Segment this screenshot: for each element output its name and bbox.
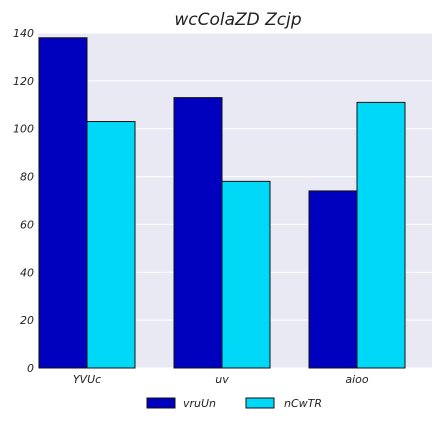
y-tick-label: 100 [13,123,34,136]
x-tick-label: aioo [345,373,369,386]
y-tick-label: 40 [20,266,34,279]
legend: vruUn nCwTR [146,397,322,410]
bar-nCwTR-uv [221,180,271,369]
bar-vruUn-YVUc [38,37,88,369]
bars [38,37,406,369]
chart-title: wcColaZD Zcjp [174,10,302,30]
bar-vruUn-uv [173,97,223,369]
x-tick-label: YVUc [73,373,101,386]
y-tick-label: 80 [20,171,34,184]
y-tick-label: 120 [13,75,34,88]
bar-nCwTR-YVUc [86,121,136,369]
y-tick-label: 0 [27,362,34,375]
bar-vruUn-aioo [308,190,358,369]
y-tick-label: 60 [20,218,34,231]
x-tick-label: uv [215,373,229,386]
y-axis-ticks: 0 20 40 60 80 100 120 140 [13,27,34,375]
bar-nCwTR-aioo [356,101,406,369]
legend-swatch-nCwTR [245,397,275,409]
y-tick-label: 140 [13,27,34,40]
legend-label: nCwTR [284,397,322,410]
legend-label: vruUn [183,397,216,410]
y-tick-label: 20 [20,314,34,327]
x-axis-ticks: YVUc uv aioo [73,373,369,386]
legend-swatch-vruUn [146,397,176,409]
